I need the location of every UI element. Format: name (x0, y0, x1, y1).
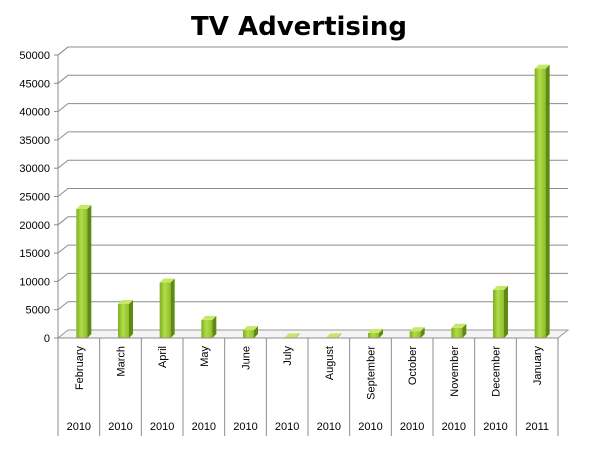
x-year-label: 2010 (317, 421, 341, 433)
y-tick-label: 10000 (19, 276, 50, 288)
bar-front (534, 68, 546, 339)
bar-top (326, 333, 342, 338)
bar-side (504, 285, 508, 338)
x-category-label: February (74, 346, 86, 391)
bar-may (201, 315, 217, 338)
bar-june (243, 326, 258, 338)
bar-top (159, 278, 175, 283)
x-year-label: 2011 (525, 421, 549, 433)
bar-top (243, 326, 258, 331)
bar-october (409, 327, 425, 338)
y-tick-label: 15000 (19, 248, 50, 260)
bar-side (420, 327, 425, 338)
y-tick-label: 50000 (19, 50, 50, 62)
gridline (57, 188, 568, 197)
bar-side (212, 315, 217, 338)
bar-front (493, 289, 504, 338)
bar-top (534, 64, 550, 69)
x-category-label: June (241, 346, 253, 370)
bar-top (368, 328, 383, 333)
bar-front (451, 327, 463, 338)
chart-walls (56, 46, 570, 339)
bar-top (118, 300, 133, 305)
bar-december (493, 285, 508, 338)
bar-side (254, 326, 258, 338)
y-tick-label: 30000 (19, 163, 50, 175)
x-year-label: 2010 (358, 421, 382, 433)
x-category-label: August (324, 346, 336, 380)
x-category-label: March (116, 346, 128, 377)
x-year-label: 2010 (67, 421, 91, 433)
bar-side (170, 278, 175, 338)
gridline (57, 272, 568, 282)
chart-title: TV Advertising (191, 12, 407, 42)
bar-top (201, 315, 217, 320)
bar-front (76, 208, 88, 338)
bar-april (159, 278, 175, 338)
bar-side (545, 64, 550, 339)
bar-top (451, 323, 467, 328)
chart-floor (56, 329, 570, 339)
gridline (57, 131, 568, 141)
gridline (57, 216, 568, 226)
y-tick-label: 0 (44, 333, 50, 345)
x-year-label: 2010 (483, 421, 507, 433)
bar-march (118, 300, 133, 338)
x-category-label: January (532, 346, 544, 386)
bar-side (462, 323, 467, 338)
y-axis-ticks: 0 5000 10000 15000 20000 25000 30000 35000 40000… (19, 50, 59, 345)
y-tick-label: 45000 (19, 78, 50, 90)
x-year-label: 2010 (108, 421, 132, 433)
bar-top (409, 327, 425, 332)
gridline (57, 301, 568, 311)
bar-top (76, 204, 92, 209)
y-tick-label: 20000 (19, 220, 50, 232)
x-axis-table: February 2010 March 2010 April 2010 May 2010 Jun… (57, 337, 559, 436)
x-year-label: 2010 (275, 421, 299, 433)
bar-september (368, 328, 383, 338)
bar-november (451, 323, 467, 338)
bar-front (243, 330, 254, 338)
x-category-label: October (407, 346, 419, 385)
bar-february (76, 204, 92, 338)
y-tick-label: 40000 (19, 107, 50, 119)
bar-front (159, 282, 171, 338)
bar-side (87, 204, 92, 338)
x-year-label: 2010 (442, 421, 466, 433)
bar-side (129, 300, 133, 338)
x-year-label: 2010 (400, 421, 424, 433)
bar-side (295, 333, 300, 338)
bar-front (368, 332, 379, 338)
gridline (57, 244, 568, 254)
x-year-label: 2010 (192, 421, 216, 433)
y-tick-label: 35000 (19, 135, 50, 147)
bar-side (379, 328, 383, 338)
x-category-label: December (491, 346, 503, 397)
gridline (57, 46, 568, 56)
bar-top (284, 333, 300, 338)
bar-front (201, 319, 213, 338)
x-category-label: September (366, 346, 378, 400)
gridlines (57, 46, 568, 311)
x-category-label: May (199, 346, 211, 367)
gridline (57, 74, 568, 84)
y-tick-label: 25000 (19, 192, 50, 204)
bar-top (493, 285, 508, 290)
bars (76, 64, 550, 339)
bar-front (409, 331, 421, 338)
bar-side (337, 333, 342, 338)
x-category-label: July (282, 346, 294, 366)
gridline (57, 103, 568, 112)
x-category-label: April (157, 346, 169, 368)
y-tick-label: 5000 (26, 305, 50, 317)
bar-front (118, 304, 129, 338)
x-category-label: November (449, 346, 461, 397)
x-year-label: 2010 (150, 421, 174, 433)
gridline (57, 159, 568, 169)
x-year-label: 2010 (233, 421, 257, 433)
bar-january (534, 64, 550, 339)
